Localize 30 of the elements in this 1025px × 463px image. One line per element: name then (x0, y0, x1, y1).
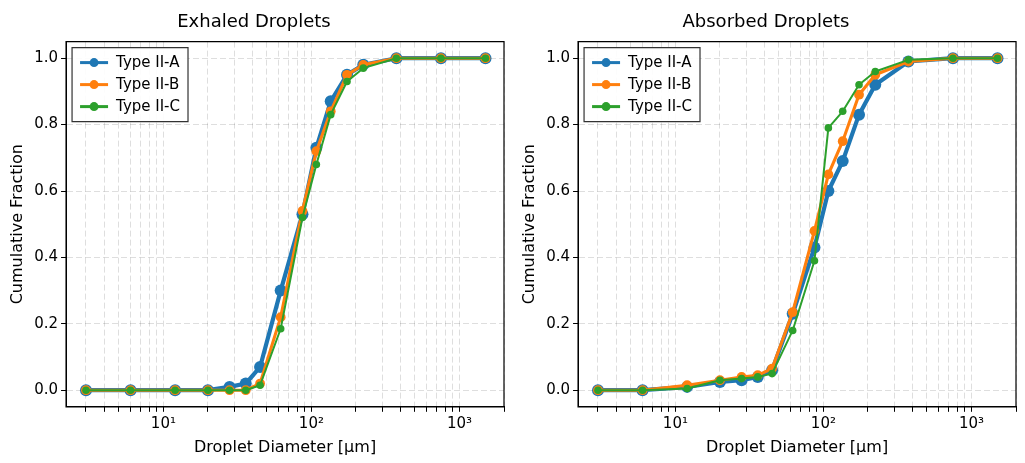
x-tick-label: 10³ (958, 413, 984, 432)
y-tick-label: 0.0 (546, 380, 571, 399)
x-tick-label: 10¹ (150, 413, 176, 432)
legend-label: Type II-A (627, 53, 693, 72)
x-axis-title: Droplet Diameter [µm] (705, 436, 889, 456)
chart-title: Absorbed Droplets (682, 10, 850, 32)
legend-label: Type II-A (115, 53, 181, 72)
y-tick-label: 1.0 (546, 48, 571, 67)
legend-label: Type II-B (115, 75, 180, 94)
y-axis-title: Cumulative Fraction (6, 144, 26, 305)
legend-label: Type II-C (627, 97, 693, 116)
y-tick-label: 0.6 (34, 180, 59, 199)
y-tick-label: 0.8 (34, 114, 59, 133)
legend-label: Type II-B (627, 75, 692, 94)
y-tick-label: 0.2 (546, 313, 571, 332)
x-tick-label: 10¹ (662, 413, 688, 432)
y-tick-label: 1.0 (34, 48, 59, 67)
y-tick-label: 0.4 (34, 247, 59, 266)
x-tick-label: 10² (298, 413, 324, 432)
y-tick-label: 0.0 (34, 380, 59, 399)
y-axis-title: Cumulative Fraction (518, 144, 538, 305)
y-tick-label: 0.2 (34, 313, 59, 332)
legend-label: Type II-C (115, 97, 181, 116)
x-tick-label: 10² (810, 413, 836, 432)
y-tick-label: 0.8 (546, 114, 571, 133)
y-tick-label: 0.6 (546, 180, 571, 199)
y-tick-label: 0.4 (546, 247, 571, 266)
x-tick-label: 10³ (446, 413, 472, 432)
x-axis-title: Droplet Diameter [µm] (193, 436, 377, 456)
chart-title: Exhaled Droplets (177, 10, 331, 32)
